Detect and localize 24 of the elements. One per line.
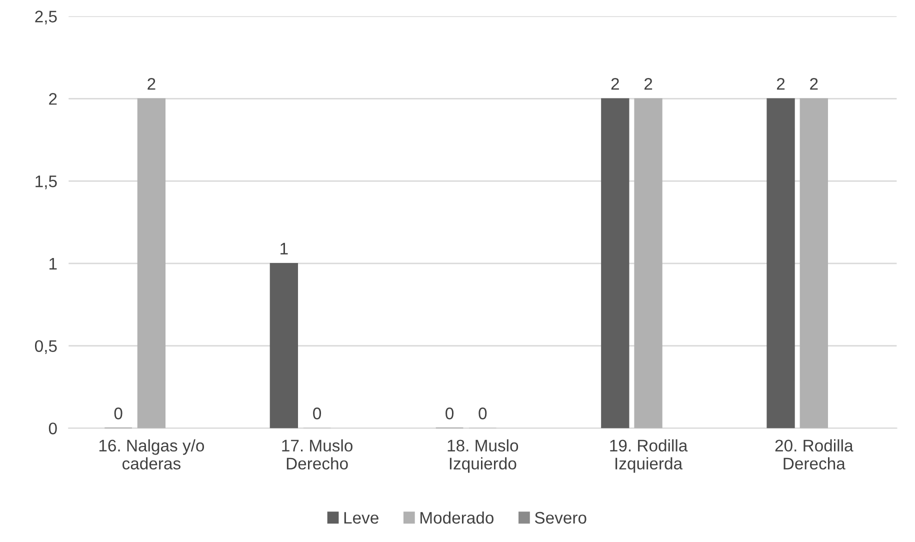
legend-label: Severo xyxy=(534,512,586,524)
data-label: 1 xyxy=(280,242,288,254)
y-tick-label: 1 xyxy=(50,258,57,270)
x-tick-label: 19. Rodilla Izquierda xyxy=(610,439,688,473)
x-tick-label: 17. Muslo Derecho xyxy=(282,439,352,470)
legend-label: Leve xyxy=(344,512,378,524)
data-label: 0 xyxy=(446,408,454,420)
data-label: 2 xyxy=(776,78,785,90)
data-label: 0 xyxy=(114,408,122,420)
data-label: 0 xyxy=(313,408,322,420)
data-label: 0 xyxy=(478,408,487,420)
data-label: 2 xyxy=(644,78,652,90)
y-tick-label: 2,5 xyxy=(35,10,57,24)
x-tick-label: 18. Muslo Izquierdo xyxy=(448,439,518,473)
y-tick-label: 0 xyxy=(48,422,57,434)
data-label: 2 xyxy=(148,78,156,90)
x-tick-label: 20. Rodilla Derecha xyxy=(775,439,854,470)
x-tick-label: 16. Nalgas y/o caderas xyxy=(99,439,204,470)
y-tick-label: 0,5 xyxy=(35,340,57,354)
y-tick-label: 2 xyxy=(49,93,57,105)
y-tick-label: 1,5 xyxy=(36,176,57,190)
data-label: 2 xyxy=(810,78,818,90)
legend-label: Moderado xyxy=(420,511,494,524)
data-label: 2 xyxy=(611,78,619,90)
